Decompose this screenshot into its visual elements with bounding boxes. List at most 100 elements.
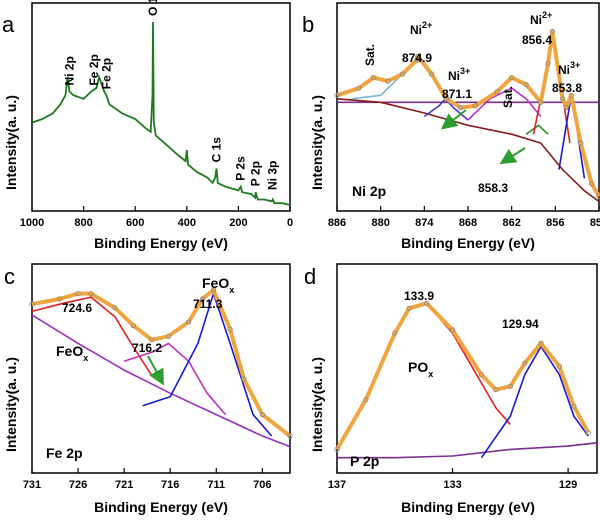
component-fit-line [123, 342, 227, 416]
x-tick-label: 868 [459, 217, 477, 229]
panel-letter-c: c [4, 264, 15, 289]
data-point-marker [578, 140, 584, 146]
peak-label: P 2p [249, 161, 263, 186]
data-point-marker [165, 333, 171, 339]
component-fit-line [525, 124, 549, 135]
data-point-marker [509, 75, 515, 81]
component-fit-line [142, 292, 273, 437]
data-point-marker [334, 446, 340, 452]
peak-label: Fe 2p [99, 58, 113, 89]
data-point-marker [589, 181, 595, 187]
component-fit-line [467, 87, 542, 121]
x-axis-ticks-b: 886 880 874 868 862 856 850 [328, 206, 600, 229]
x-axis-title-c: Binding Energy (eV) [94, 499, 228, 515]
x-tick-label: 880 [371, 217, 389, 229]
panel-letter-d: d [304, 264, 316, 289]
plot-frame-a [31, 2, 291, 212]
envelope-fit-line [336, 29, 600, 198]
peak-label: Ni 2p [62, 56, 76, 85]
data-point-marker [449, 327, 456, 333]
ni3-label-2: Ni3+ [558, 60, 580, 77]
data-point-marker [556, 363, 563, 369]
fit-curves-b [334, 28, 600, 203]
data-point-marker [458, 105, 464, 111]
arrow-858-marker [499, 147, 526, 165]
fit-curves-c [29, 287, 293, 448]
x-tick-label: 856 [546, 217, 564, 229]
x-axis-ticks-a: 1000 800 600 400 200 0 [20, 206, 293, 229]
data-point-marker [523, 82, 529, 88]
data-point-marker [56, 296, 63, 302]
y-axis-title-d: Intensity(a. u.) [309, 357, 325, 452]
feox-label-2: FeOx [202, 275, 234, 295]
ni2-label-1: Ni2+ [410, 20, 432, 37]
data-point-marker [29, 301, 35, 307]
fe-peak-value-3: 711.3 [193, 297, 223, 311]
data-point-marker [199, 296, 206, 302]
data-point-marker [227, 326, 233, 332]
x-axis-title-d: Binding Energy (eV) [401, 499, 535, 515]
fe-peak-value-1: 724.6 [62, 301, 92, 315]
ni3-value-1: 871.1 [442, 87, 472, 101]
x-tick-label: 874 [415, 217, 434, 229]
data-point-marker [538, 99, 544, 105]
arrow-871-marker [440, 109, 467, 130]
data-point-marker [428, 71, 435, 77]
data-point-marker [356, 85, 362, 91]
component-fit-line [336, 98, 600, 203]
data-point-marker [370, 75, 376, 81]
x-tick-label: 886 [328, 217, 346, 229]
component-fit-line [480, 345, 589, 459]
region-label-d: P 2p [350, 453, 379, 469]
data-point-marker [522, 360, 528, 366]
ni3-value-2: 853.8 [552, 81, 582, 95]
sat-label-2: Sat. [501, 86, 515, 108]
data-point-marker [563, 105, 569, 111]
component-fit-line [31, 314, 291, 448]
panel-c: c Intensity(a. u.) Binding Energy (eV) F… [3, 263, 293, 515]
data-point-marker [549, 28, 556, 35]
p-peak-value-1: 133.9 [404, 289, 434, 303]
pox-label: POx [408, 359, 433, 379]
fe-peak-value-2: 716.2 [132, 341, 162, 355]
data-point-marker [385, 78, 391, 84]
peak-label: Ni 3p [266, 161, 280, 190]
data-point-marker [186, 319, 192, 325]
data-point-marker [88, 290, 94, 297]
data-point-marker [130, 322, 136, 329]
data-point-marker [493, 386, 499, 393]
data-point-marker [334, 92, 340, 98]
envelope-fit-line [335, 301, 591, 451]
y-axis-title-a: Intensity(a. u.) [3, 95, 19, 190]
ni3-label-1: Ni3+ [448, 66, 470, 83]
x-tick-label: 1000 [20, 217, 44, 229]
x-tick-label: 850 [590, 217, 600, 229]
data-point-marker [241, 376, 247, 382]
region-label-c: Fe 2p [46, 445, 83, 461]
x-tick-label: 706 [253, 479, 271, 491]
arrow-716-marker [147, 355, 164, 386]
fit-curves-d [334, 300, 598, 459]
data-point-marker [559, 96, 566, 102]
plot-frame-d [336, 263, 598, 474]
ni2-value-1: 874.9 [402, 51, 432, 65]
sat-value-858: 858.3 [478, 181, 508, 195]
x-axis-ticks-d: 137 133 129 [328, 468, 577, 491]
data-point-marker [571, 403, 577, 409]
x-tick-label: 137 [328, 479, 346, 491]
data-point-marker [494, 89, 500, 95]
x-axis-title-b: Binding Energy (eV) [401, 235, 535, 251]
x-tick-label: 721 [115, 479, 133, 491]
y-axis-title-c: Intensity(a. u.) [3, 357, 19, 452]
feox-label-1: FeOx [56, 343, 88, 363]
data-point-marker [596, 193, 600, 199]
data-point-marker [423, 300, 430, 306]
data-point-marker [507, 383, 513, 389]
data-point-marker [399, 71, 406, 77]
x-tick-label: 731 [23, 479, 41, 491]
panel-d: d Intensity(a. u.) Binding Energy (eV) P… [304, 263, 598, 515]
data-point-marker [545, 60, 551, 67]
sat-label-1: Sat. [363, 44, 377, 66]
x-tick-label: 716 [161, 479, 179, 491]
panel-letter-b: b [302, 12, 314, 37]
